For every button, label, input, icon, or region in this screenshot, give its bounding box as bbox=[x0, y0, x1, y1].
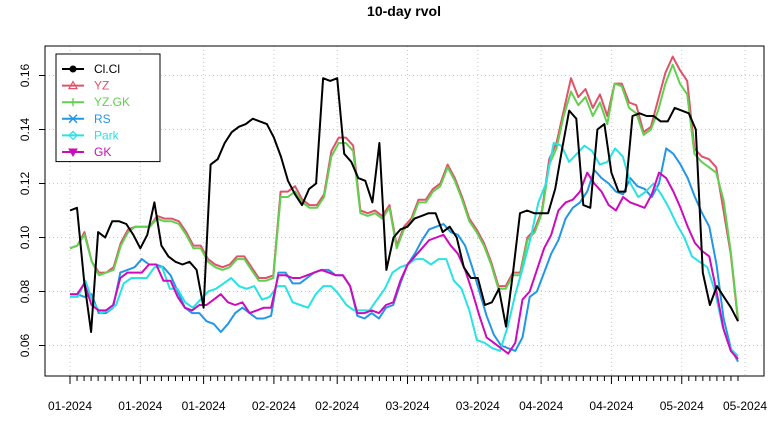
legend-marker bbox=[68, 130, 78, 141]
legend-marker bbox=[68, 148, 78, 158]
x-tick-label: 04-2024 bbox=[519, 399, 563, 413]
legend-entry-label: Park bbox=[94, 128, 120, 142]
y-tick-label: 0.14 bbox=[18, 117, 32, 141]
x-tick-label: 05-2024 bbox=[723, 399, 767, 413]
legend-marker bbox=[69, 98, 77, 107]
x-tick-label: 04-2024 bbox=[589, 399, 633, 413]
x-tick-label: 03-2024 bbox=[456, 399, 500, 413]
legend-marker bbox=[68, 114, 78, 124]
legend-entry-label: GK bbox=[94, 145, 111, 159]
series-line-gk bbox=[70, 171, 739, 360]
x-tick-label: 01-2024 bbox=[118, 399, 162, 413]
legend-entry-label: YZ.GK bbox=[94, 95, 130, 109]
series-line-yz bbox=[69, 55, 739, 322]
y-tick-label: 0.08 bbox=[18, 279, 32, 303]
axis-layer: 0.06 0.08 0.10 0.12 0.14 0.16 01-2024 01-2024 01… bbox=[18, 63, 767, 413]
legend-marker bbox=[67, 80, 79, 90]
legend: Cl.Cl YZ YZ.GK RS Park GK bbox=[55, 53, 161, 163]
chart-title: 10-day rvol bbox=[367, 3, 441, 19]
y-tick-label: 0.06 bbox=[18, 333, 32, 357]
series-layer bbox=[69, 55, 739, 363]
series-line-yz-gk bbox=[69, 63, 739, 319]
legend-entry-label: YZ bbox=[94, 79, 109, 93]
x-tick-label: 03-2024 bbox=[385, 399, 429, 413]
y-tick-label: 0.12 bbox=[18, 171, 32, 195]
x-tick-label: 02-2024 bbox=[252, 399, 296, 413]
x-tick-label: 02-2024 bbox=[315, 399, 359, 413]
legend-entry-label: Cl.Cl bbox=[94, 62, 120, 76]
y-tick-label: 0.10 bbox=[18, 225, 32, 249]
plot-frame bbox=[44, 45, 765, 377]
legend-entry-label: RS bbox=[94, 112, 111, 126]
series-line-cl-cl bbox=[69, 77, 739, 333]
x-tick-label: 01-2024 bbox=[48, 399, 92, 413]
x-tick-label: 01-2024 bbox=[182, 399, 226, 413]
legend-marker bbox=[69, 65, 77, 73]
marker-stroke bbox=[68, 114, 78, 124]
x-tick-label: 05-2024 bbox=[660, 399, 704, 413]
y-tick-label: 0.16 bbox=[18, 63, 32, 87]
